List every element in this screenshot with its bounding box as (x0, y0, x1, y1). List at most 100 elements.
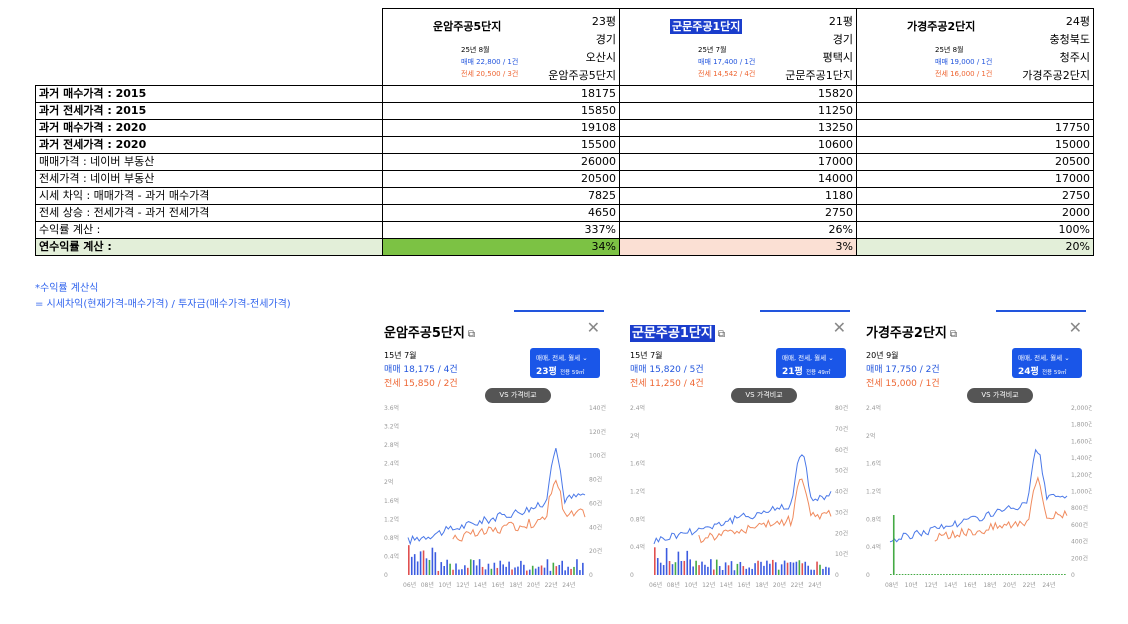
volume-bar (665, 548, 668, 575)
row-value[interactable]: 2750 (619, 204, 857, 222)
row-value[interactable]: 100% (856, 221, 1094, 239)
row-value[interactable]: 13250 (619, 119, 857, 137)
x-tick-label: 16년 (492, 581, 505, 589)
volume-bar (654, 547, 656, 575)
complex-province: 경기 (832, 33, 853, 46)
card-accent-bar (514, 310, 604, 312)
price-chart[interactable]: 2.4억 2억 1.6억 1.2억 0.8억 0.4억 0 80건 70건 60건 50건 40건 30… (626, 400, 856, 595)
complex-info: 24평 충청북도 청주시 가경주공2단지 (1022, 13, 1090, 85)
volume-bar (745, 568, 748, 575)
vs-compare-button[interactable]: VS 가격비교 (485, 388, 551, 403)
volume-bar (443, 565, 445, 575)
vs-compare-button[interactable]: VS 가격비교 (731, 388, 797, 403)
row-value[interactable]: 15500 (382, 136, 620, 154)
annual-return-value[interactable]: 3% (619, 238, 857, 256)
volume-bar (1031, 574, 1034, 575)
x-tick-label: 10년 (905, 581, 918, 589)
row-label[interactable]: 연수익률 계산 : (35, 238, 383, 256)
map-icon[interactable]: ⧉ (717, 329, 725, 340)
y2-tick-label: 40건 (589, 523, 602, 531)
row-label[interactable]: 과거 매수가격 : 2015 (35, 85, 383, 103)
map-icon[interactable]: ⧉ (467, 329, 475, 340)
complex-rent: 전세 16,000 / 1건 (935, 70, 993, 78)
volume-bar (455, 563, 457, 575)
trade-type-dropdown[interactable]: 매매, 전세, 월세 ⌄ 24평 전용 59㎡ (1012, 348, 1082, 378)
x-tick-label: 18년 (509, 581, 522, 589)
row-value[interactable]: 2000 (856, 204, 1094, 222)
row-label[interactable]: 과거 전세가격 : 2020 (35, 136, 383, 154)
y2-tick-label: 50건 (835, 467, 848, 475)
row-value[interactable]: 11250 (619, 102, 857, 120)
volume-bar (760, 561, 762, 575)
volume-bar (978, 574, 981, 575)
row-value[interactable]: 14000 (619, 170, 857, 188)
row-value[interactable] (856, 85, 1094, 103)
row-value[interactable]: 4650 (382, 204, 620, 222)
row-label[interactable]: 과거 전세가격 : 2015 (35, 102, 383, 120)
volume-bar (898, 574, 901, 575)
volume-bar (963, 574, 966, 575)
row-value[interactable]: 20500 (856, 153, 1094, 171)
price-chart[interactable]: 2.4억 2억 1.6억 1.2억 0.8억 0.4억 0 2,000건 1,800건 1,600… (862, 400, 1092, 595)
map-icon[interactable]: ⧉ (949, 329, 957, 340)
y2-tick-label: 140건 (589, 404, 606, 412)
row-value[interactable] (856, 102, 1094, 120)
close-icon[interactable]: ✕ (1068, 318, 1082, 337)
y-tick-label: 1.2억 (630, 488, 645, 496)
volume-bar (707, 566, 709, 575)
volume-bar (434, 552, 437, 575)
size-label: 23평 전용 59㎡ (536, 367, 585, 377)
row-value[interactable]: 17000 (619, 153, 857, 171)
row-value[interactable]: 15000 (856, 136, 1094, 154)
row-value[interactable]: 7825 (382, 187, 620, 205)
row-value[interactable]: 1180 (619, 187, 857, 205)
row-label[interactable]: 과거 매수가격 : 2020 (35, 119, 383, 137)
volume-bar (969, 574, 972, 575)
x-tick-label: 12년 (702, 581, 715, 589)
y-tick-label: 2억 (866, 432, 875, 440)
row-value[interactable]: 26000 (382, 153, 620, 171)
volume-bar (780, 564, 783, 575)
x-tick-label: 18년 (755, 581, 768, 589)
row-label[interactable]: 전세가격 : 네이버 부동산 (35, 170, 383, 188)
annual-return-value[interactable]: 20% (856, 238, 1094, 256)
row-value[interactable]: 17750 (856, 119, 1094, 137)
volume-bar (531, 565, 534, 575)
row-value[interactable]: 26% (619, 221, 857, 239)
volume-bar (718, 566, 721, 575)
volume-bar (558, 564, 561, 575)
row-label[interactable]: 전세 상승 : 전세가격 - 과거 전세가격 (35, 204, 383, 222)
volume-bar (1010, 574, 1013, 575)
volume-bar (413, 554, 416, 575)
row-label[interactable]: 매매가격 : 네이버 부동산 (35, 153, 383, 171)
trade-type-dropdown[interactable]: 매매, 전세, 월세 ⌄ 23평 전용 59㎡ (530, 348, 600, 378)
row-value[interactable]: 2750 (856, 187, 1094, 205)
row-value[interactable]: 19108 (382, 119, 620, 137)
close-icon[interactable]: ✕ (832, 318, 846, 337)
trade-type-dropdown[interactable]: 매매, 전세, 월세 ⌄ 21평 전용 49㎡ (776, 348, 846, 378)
x-tick-label: 14년 (720, 581, 733, 589)
row-value[interactable]: 17000 (856, 170, 1094, 188)
card-sale: 매매 17,750 / 2건 (866, 365, 940, 375)
row-value[interactable]: 337% (382, 221, 620, 239)
row-value[interactable]: 15850 (382, 102, 620, 120)
volume-bar (913, 574, 916, 575)
volume-bar (1055, 574, 1057, 575)
row-label[interactable]: 수익률 계산 : (35, 221, 383, 239)
trade-type-label: 매매, 전세, 월세 ⌄ (782, 354, 834, 362)
x-tick-label: 10년 (438, 581, 451, 589)
annual-return-value[interactable]: 34% (382, 238, 620, 256)
vs-compare-button[interactable]: VS 가격비교 (967, 388, 1033, 403)
y-tick-label: 1.6억 (866, 460, 881, 468)
row-value[interactable]: 18175 (382, 85, 620, 103)
card-date: 15년 7월 (630, 351, 663, 360)
row-label[interactable]: 시세 차익 : 매매가격 - 과거 매수가격 (35, 187, 383, 205)
row-value[interactable]: 15820 (619, 85, 857, 103)
close-icon[interactable]: ✕ (586, 318, 600, 337)
volume-bar (972, 574, 975, 575)
row-value[interactable]: 10600 (619, 136, 857, 154)
y-tick-label: 0.8억 (630, 515, 645, 523)
price-chart[interactable]: 3.6억 3.2억 2.8억 2.4억 2억 1.6억 1.2억 0.8억 0.4억 0 140건 1… (380, 400, 610, 595)
x-tick-label: 22년 (1023, 581, 1036, 589)
row-value[interactable]: 20500 (382, 170, 620, 188)
